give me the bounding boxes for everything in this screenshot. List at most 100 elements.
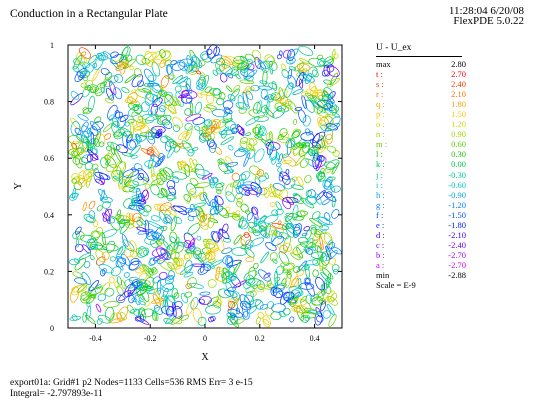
contour-loop [254, 170, 262, 179]
contour-loop [137, 172, 145, 181]
contour-loop [168, 270, 175, 280]
contour-loop [226, 256, 233, 268]
contour-loop [96, 205, 103, 212]
contour-loop [163, 217, 171, 223]
contour-loop [194, 168, 210, 176]
contour-loop [213, 46, 220, 56]
contour-loop [265, 132, 272, 141]
contour-loop [221, 247, 233, 254]
contour-loop [159, 202, 172, 212]
contour-loop [187, 223, 201, 236]
legend-level-row: o : 1.20 [376, 119, 486, 129]
contour-loop [82, 169, 93, 182]
contour-loop [185, 207, 194, 213]
contour-loop [261, 139, 272, 147]
contour-loop [212, 300, 222, 309]
contour-loop [198, 130, 204, 135]
footer-stats: export01a: Grid#1 p2 Nodes=1133 Cells=53… [10, 378, 253, 388]
contour-loop [320, 134, 326, 149]
contour-loop [278, 134, 284, 141]
legend-level-label: e : [376, 219, 385, 230]
contour-loop [293, 250, 299, 256]
contour-loop [198, 295, 212, 305]
contour-loop [184, 122, 193, 131]
contour-loop [192, 247, 202, 256]
contour-loop [150, 103, 158, 116]
contour-loop [72, 230, 80, 239]
contour-loop [129, 260, 140, 271]
contour-loop [253, 148, 265, 163]
contour-loop [138, 246, 148, 257]
contour-loop [97, 314, 111, 324]
contour-loop [74, 127, 82, 135]
contour-loop [142, 178, 148, 184]
contour-loop [192, 308, 203, 323]
contour-loop [164, 210, 172, 217]
contour-loop [154, 155, 166, 168]
contour-loop [288, 286, 304, 297]
contour-loop [237, 179, 244, 189]
contour-loop [88, 237, 98, 249]
legend-level-label: o : [376, 119, 385, 130]
contour-loop [231, 291, 240, 301]
contour-loop [199, 298, 206, 304]
legend-level-value: -1.50 [448, 209, 466, 220]
contour-loop [205, 251, 216, 261]
contour-loop [307, 147, 314, 157]
contour-loop [236, 201, 243, 208]
contour-loop [238, 106, 247, 114]
contour-loop [131, 193, 144, 199]
contour-loop [236, 124, 245, 137]
contour-loop [137, 229, 154, 235]
contour-loop [95, 256, 106, 266]
contour-loop [124, 283, 136, 298]
contour-loop [75, 238, 79, 248]
x-tick-label: -0.4 [89, 334, 102, 343]
contour-loop [287, 291, 300, 303]
contour-loop [244, 294, 255, 305]
contour-loop [187, 208, 200, 217]
contour-loop [230, 275, 241, 288]
contour-loop [291, 278, 300, 287]
contour-loop [121, 46, 129, 57]
contour-loop [157, 252, 168, 265]
contour-loop [234, 149, 247, 158]
contour-loop [234, 318, 245, 325]
contour-loop [248, 267, 256, 280]
contour-loop [212, 201, 219, 216]
contour-loop [293, 194, 301, 203]
contour-loop [277, 167, 283, 173]
contour-loop [129, 138, 138, 149]
contour-loop [332, 150, 340, 157]
contour-loop [327, 296, 335, 303]
contour-loop [325, 245, 332, 260]
contour-loop [136, 280, 143, 287]
timestamp: 11:28:04 6/20/08 [448, 5, 524, 17]
contour-loop [318, 289, 327, 297]
y-tick-label: 1 [50, 41, 54, 50]
contour-loop [269, 190, 283, 198]
contour-loop [240, 58, 253, 71]
contour-loop [116, 276, 122, 286]
contour-loop [239, 128, 245, 135]
contour-loop [150, 230, 165, 241]
contour-loop [138, 204, 146, 214]
contour-loop [160, 136, 169, 143]
contour-loop [300, 315, 310, 323]
contour-loop [205, 248, 219, 255]
contour-loop [189, 204, 196, 212]
contour-loop [233, 55, 245, 64]
contour-loop [100, 157, 109, 169]
contour-loop [187, 65, 199, 75]
contour-loop [316, 315, 324, 323]
contour-loop [255, 316, 261, 325]
contour-loop [90, 131, 95, 145]
contour-loop [172, 117, 183, 129]
contour-loop [144, 68, 155, 82]
contour-loop [199, 72, 206, 82]
contour-loop [81, 69, 89, 74]
contour-loop [312, 258, 321, 267]
contour-loop [240, 65, 248, 73]
contour-loop [291, 176, 298, 182]
contour-loop [254, 299, 264, 310]
